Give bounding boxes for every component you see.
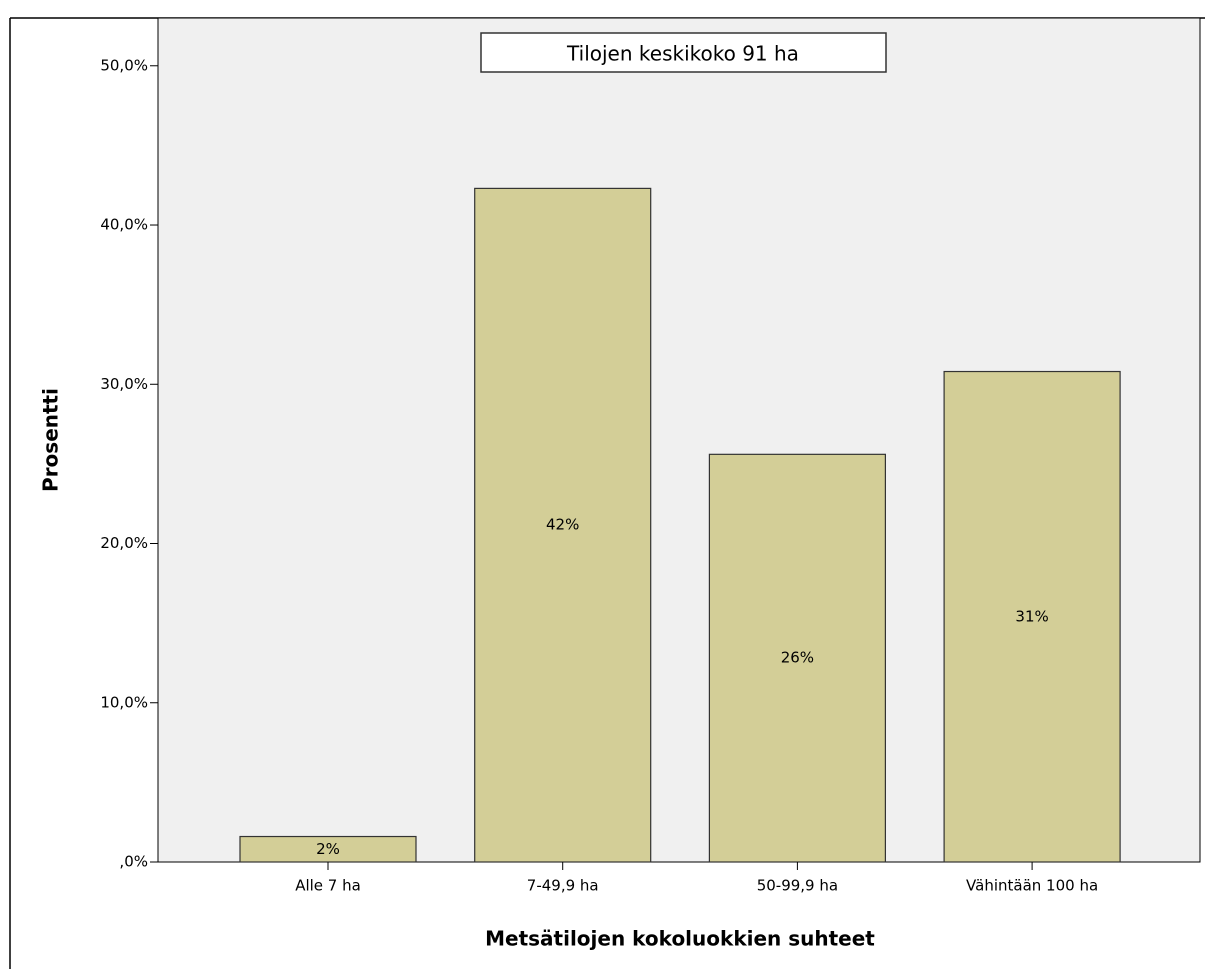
- x-tick-label: 7-49,9 ha: [527, 877, 599, 895]
- marks: ,0% 10,0% 20,0% 30,0% 40,0% 50,0% 2% Alle 7 ha 4…: [100, 56, 1121, 895]
- annotation-box: [480, 32, 887, 73]
- data-label: 26%: [781, 649, 814, 667]
- y-tick-label: 10,0%: [100, 693, 148, 711]
- x-tick-label: 50-99,9 ha: [757, 877, 838, 895]
- x-tick-label: Vähintään 100 ha: [966, 877, 1098, 895]
- bar: [474, 187, 652, 863]
- bar: [708, 453, 887, 863]
- x-axis-label: Metsätilojen kokoluokkien suhteet: [485, 927, 875, 951]
- data-label: 42%: [546, 516, 579, 534]
- y-tick-label: ,0%: [119, 853, 148, 871]
- y-axis-label: Prosentti: [39, 388, 63, 492]
- y-tick-label: 20,0%: [100, 534, 148, 552]
- data-label: 2%: [316, 840, 340, 858]
- annotation: Tilojen keskikoko 91 ha: [566, 42, 799, 66]
- y-tick-label: 50,0%: [100, 56, 148, 74]
- x-tick-label: Alle 7 ha: [295, 877, 361, 895]
- bar: [943, 370, 1121, 863]
- y-tick-label: 30,0%: [100, 375, 148, 393]
- bar: [239, 835, 417, 863]
- data-label: 31%: [1015, 607, 1048, 625]
- y-tick-label: 40,0%: [100, 216, 148, 234]
